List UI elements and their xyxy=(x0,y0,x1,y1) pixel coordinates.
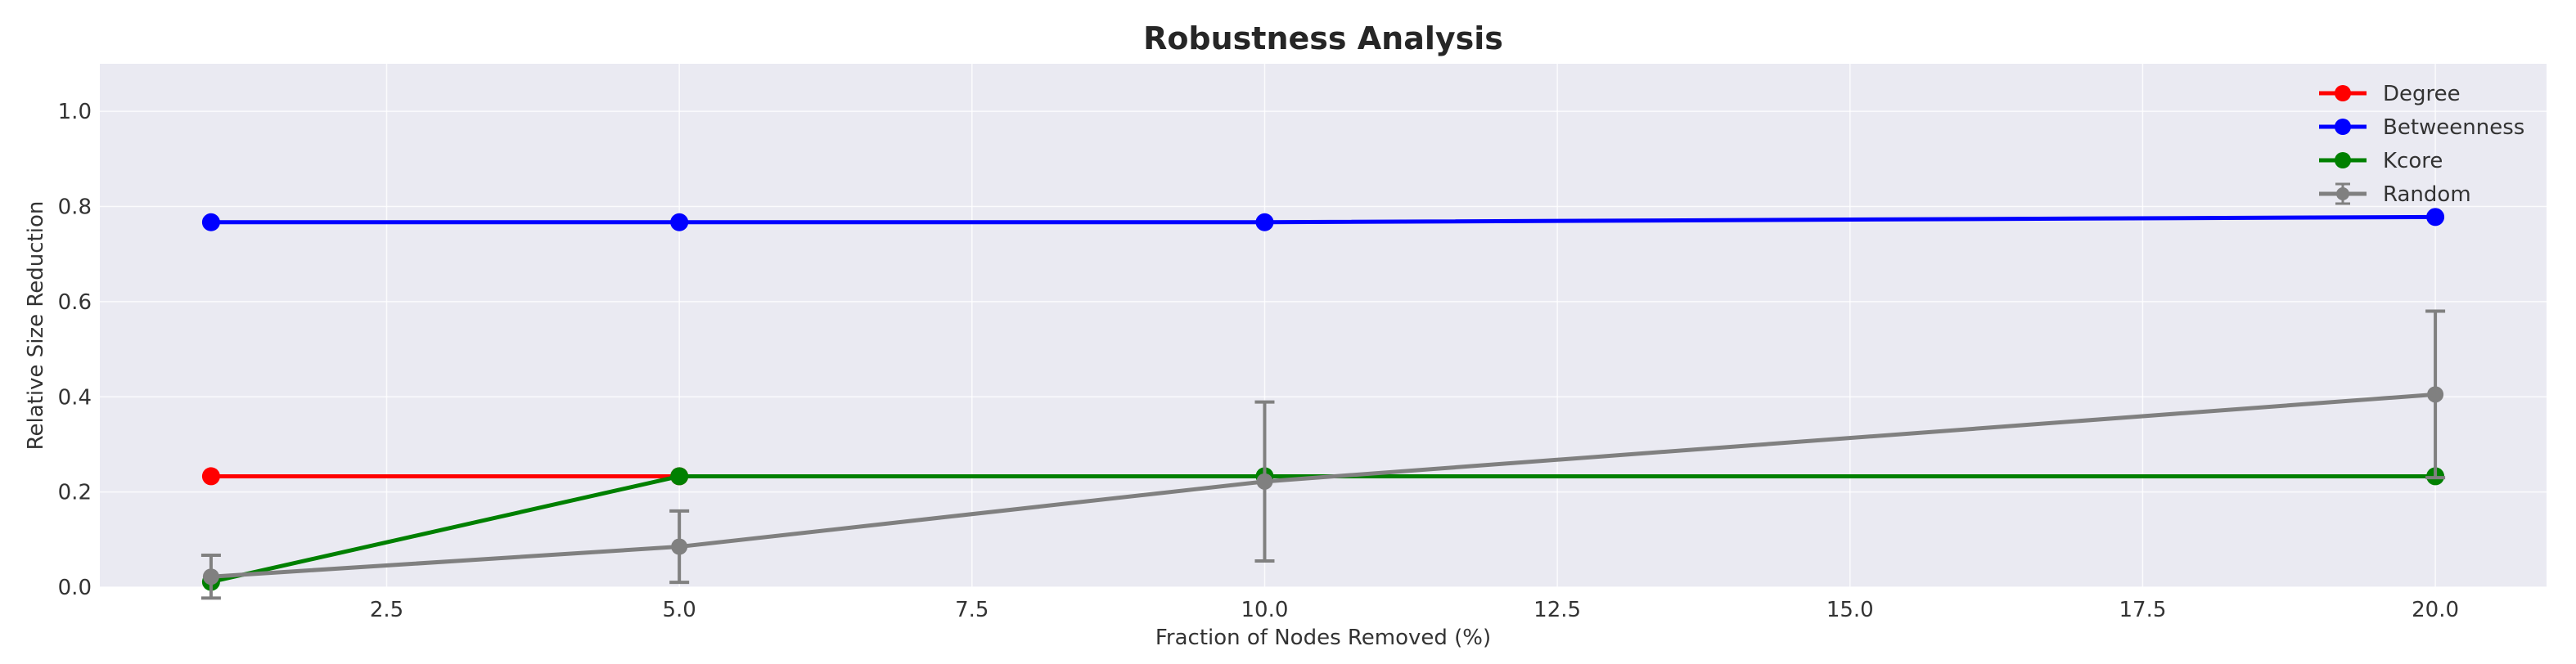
x-tick-label: 17.5 xyxy=(2119,598,2166,622)
y-tick-label: 0.6 xyxy=(58,290,92,315)
y-tick-label: 0.4 xyxy=(58,385,92,410)
x-tick-label: 5.0 xyxy=(662,598,696,622)
legend: Degree Betweenness Kcore Random xyxy=(2319,82,2524,207)
y-axis-label: Relative Size Reduction xyxy=(24,201,48,451)
plot-background xyxy=(100,64,2547,587)
legend-label-betweenness: Betweenness xyxy=(2383,115,2524,140)
data-point-betweenness xyxy=(670,213,689,231)
x-axis-label: Fraction of Nodes Removed (%) xyxy=(1155,626,1491,650)
y-tick-label: 0.8 xyxy=(58,195,92,220)
y-tick-label: 0.2 xyxy=(58,481,92,505)
legend-label-degree: Degree xyxy=(2383,82,2461,106)
data-point-random xyxy=(2427,386,2444,403)
data-point-random xyxy=(671,538,688,555)
legend-label-random: Random xyxy=(2383,182,2471,207)
x-tick-label: 15.0 xyxy=(1826,598,1874,622)
legend-marker-kcore xyxy=(2335,152,2351,168)
data-point-random xyxy=(202,568,219,585)
x-tick-label: 20.0 xyxy=(2412,598,2459,622)
series-line-betweenness xyxy=(210,214,2436,225)
x-tick-label: 7.5 xyxy=(955,598,989,622)
x-tick-label: 10.0 xyxy=(1241,598,1289,622)
data-point-betweenness xyxy=(2426,208,2445,227)
series-line-kcore xyxy=(210,473,2436,585)
legend-marker-betweenness xyxy=(2335,119,2351,135)
data-point-degree xyxy=(201,467,220,486)
x-tick-label: 12.5 xyxy=(1533,598,1581,622)
series-line-random xyxy=(210,392,2436,579)
x-tick-label: 2.5 xyxy=(370,598,403,622)
data-point-betweenness xyxy=(1255,213,1274,231)
y-tick-label: 1.0 xyxy=(58,100,92,124)
y-tick-label: 0.0 xyxy=(58,576,92,600)
chart-title: Robustness Analysis xyxy=(1143,20,1503,56)
data-point-random xyxy=(1256,473,1273,490)
legend-marker-random xyxy=(2336,187,2349,200)
plot-area: 0.0 0.2 0.4 0.6 0.8 1.0 2.5 5.0 7.5 10.0 12.5 15.0 1… xyxy=(58,64,2547,622)
data-point-betweenness xyxy=(201,213,220,231)
data-point-kcore xyxy=(670,467,689,486)
legend-marker-degree xyxy=(2335,85,2351,101)
legend-label-kcore: Kcore xyxy=(2383,149,2443,173)
